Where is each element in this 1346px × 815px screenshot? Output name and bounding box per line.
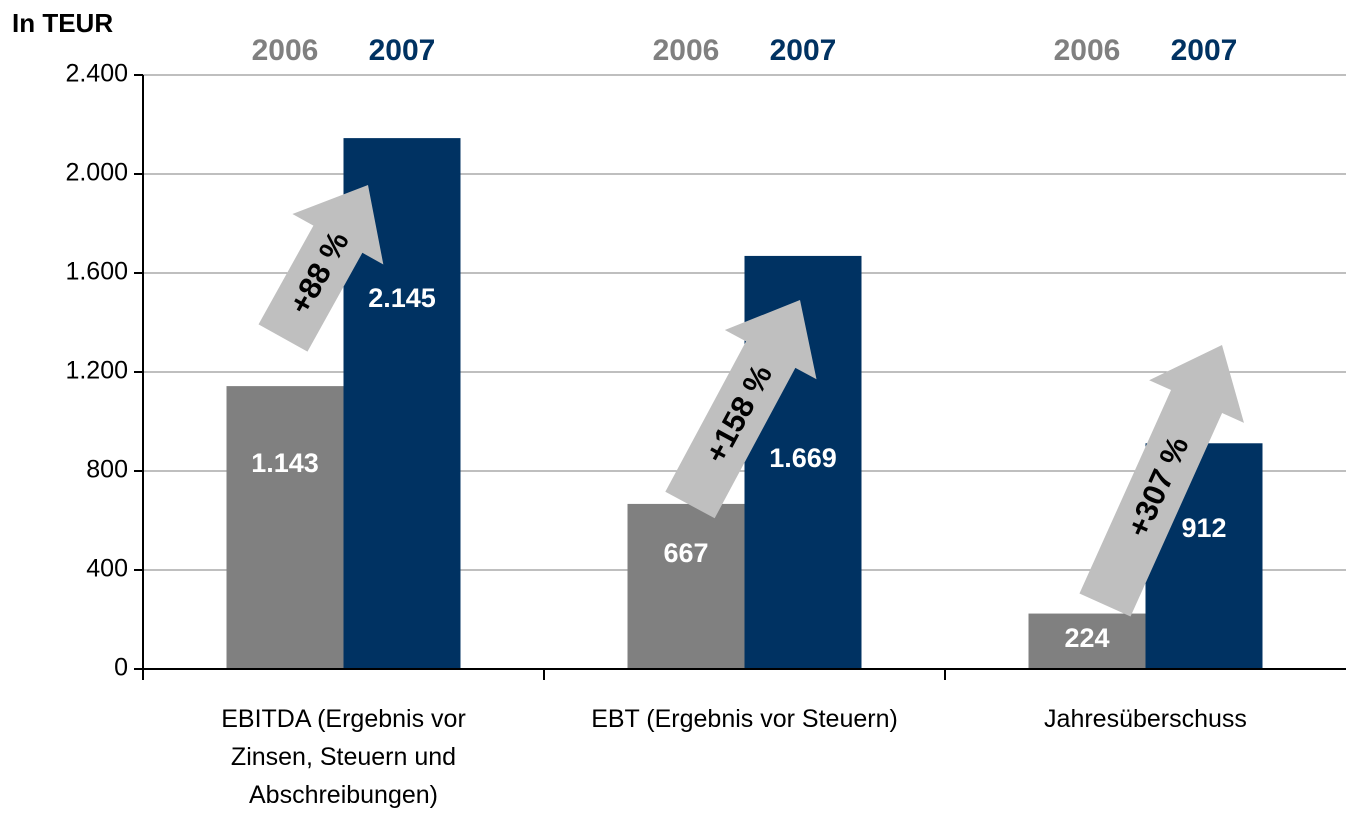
y-tick-label: 400 (86, 555, 128, 583)
value-label: 1.143 (251, 448, 319, 478)
arrow-shape (665, 300, 817, 519)
bar (627, 503, 745, 669)
x-tick-label: Jahresüberschuss (1044, 705, 1247, 733)
series-header: 2006 (252, 34, 319, 67)
y-tick-label: 1.200 (65, 357, 128, 385)
value-label: 667 (663, 538, 708, 568)
bar (1028, 613, 1146, 669)
arrow-shape (258, 185, 384, 352)
y-tick-label: 1.600 (65, 258, 128, 286)
value-label: 224 (1064, 623, 1109, 653)
y-tick-label: 800 (86, 456, 128, 484)
series-header: 2007 (1171, 34, 1238, 67)
series-header: 2006 (653, 34, 720, 67)
y-axis-label: In TEUR (12, 8, 113, 38)
y-tick-label: 2.400 (65, 60, 128, 88)
series-header: 2007 (770, 34, 837, 67)
value-label: 2.145 (368, 283, 436, 313)
y-tick-label: 0 (114, 654, 128, 682)
bar (226, 386, 344, 669)
arrow-shape (1079, 345, 1244, 617)
x-tick-label: EBT (Ergebnis vor Steuern) (591, 705, 898, 733)
y-tick-label: 2.000 (65, 159, 128, 187)
value-label: 912 (1181, 513, 1226, 543)
x-tick-label: EBITDA (Ergebnis vor Zinsen, Steuern und… (221, 705, 466, 809)
series-header: 2006 (1054, 34, 1121, 67)
series-header: 2007 (369, 34, 436, 67)
value-label: 1.669 (769, 443, 837, 473)
